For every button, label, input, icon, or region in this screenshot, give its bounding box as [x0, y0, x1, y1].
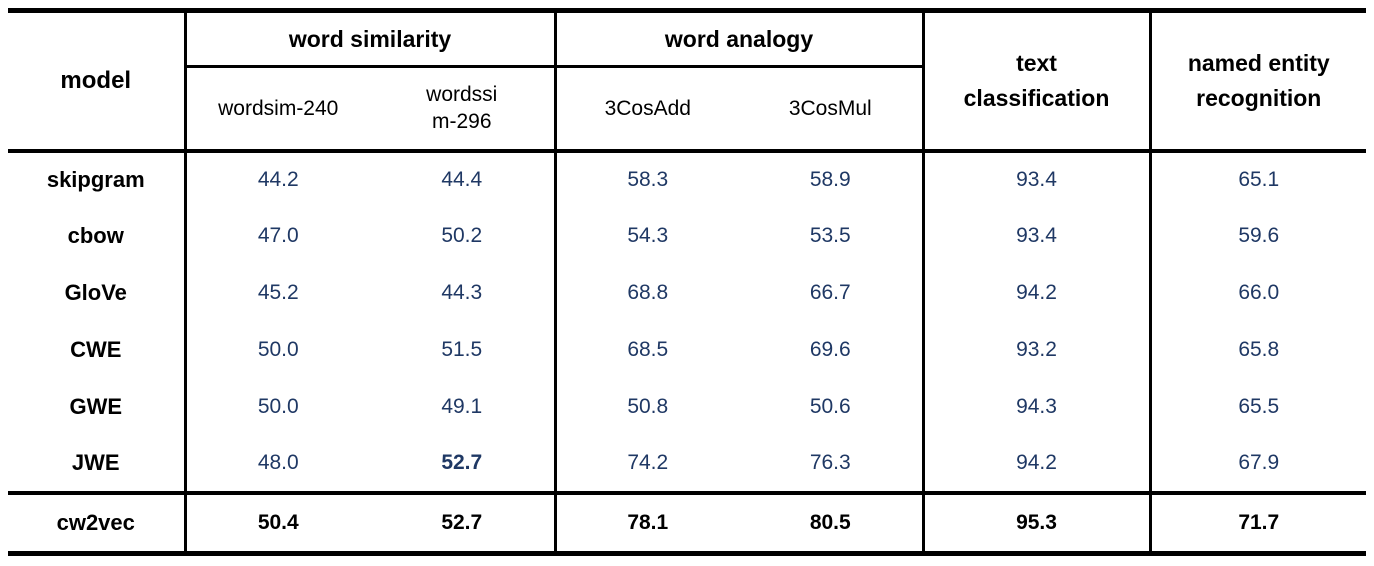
value-cell: 65.5 [1238, 395, 1280, 418]
value-cell: 52.7 [370, 490, 557, 554]
table-row-gwe: GWE 50.0 49.1 50.8 50.6 94.3 65.5 [8, 378, 1366, 436]
value-cell: 50.6 [739, 378, 925, 436]
value-cell: 44.4 [370, 150, 557, 208]
value-cell: 74.2 [627, 451, 669, 474]
value-cell: 66.0 [1238, 281, 1280, 304]
value-cell: 59.6 [1238, 224, 1280, 247]
value-cell: 65.1 [1238, 168, 1280, 191]
col-header-word-analogy: word analogy [555, 10, 925, 68]
table-row-skipgram: skipgram 44.2 44.4 58.3 58.9 93.4 65.1 [8, 150, 1366, 208]
sub-header-wordsim-240: wordsim-240 [185, 66, 370, 153]
value-cell: 71.7 [1150, 490, 1367, 554]
row-label: JWE [8, 435, 187, 493]
value-cell: 76.3 [739, 435, 925, 493]
value-cell: 67.9 [1238, 451, 1280, 474]
value-cell: 58.9 [739, 150, 925, 208]
table-row-jwe: JWE 48.0 52.7 74.2 76.3 94.2 67.9 [8, 435, 1366, 493]
value-cell: 93.2 [923, 321, 1152, 379]
table-row-cwe: CWE 50.0 51.5 68.5 69.6 93.2 65.8 [8, 321, 1366, 379]
value-cell-bold: 52.7 [370, 435, 557, 493]
value-cell: 50.2 [370, 207, 557, 265]
value-cell: 45.2 [257, 281, 299, 304]
sub-header-3cosmul: 3CosMul [739, 66, 925, 153]
col-header-text-classification: text classification [923, 10, 1152, 153]
row-label: skipgram [8, 150, 187, 208]
value-cell: 93.4 [923, 207, 1152, 265]
table-row-glove: GloVe 45.2 44.3 68.8 66.7 94.2 66.0 [8, 264, 1366, 322]
results-table: model word similarity word analogy text … [8, 8, 1367, 556]
value-cell: 44.3 [370, 264, 557, 322]
value-cell: 66.7 [739, 264, 925, 322]
value-cell: 53.5 [739, 207, 925, 265]
value-cell: 65.8 [1238, 338, 1280, 361]
row-label: CWE [8, 321, 187, 379]
value-cell: 69.6 [739, 321, 925, 379]
col-header-word-similarity: word similarity [185, 10, 557, 68]
value-cell: 80.5 [739, 490, 925, 554]
value-cell: 68.8 [627, 281, 669, 304]
value-cell: 94.3 [923, 378, 1152, 436]
col-header-model: model [8, 10, 187, 153]
value-cell: 51.5 [370, 321, 557, 379]
table-row-cbow: cbow 47.0 50.2 54.3 53.5 93.4 59.6 [8, 207, 1366, 265]
row-label: GloVe [8, 264, 187, 322]
value-cell: 50.4 [185, 490, 370, 554]
value-cell: 58.3 [627, 168, 669, 191]
table-row-cw2vec: cw2vec 50.4 52.7 78.1 80.5 95.3 71.7 [8, 490, 1367, 554]
value-cell: 54.3 [627, 224, 669, 247]
value-cell: 50.0 [257, 395, 299, 418]
header-row-sub: wordsim-240 wordssi m-296 3CosAdd 3CosMu… [8, 66, 1366, 153]
row-label: cbow [8, 207, 187, 265]
row-label: cw2vec [8, 490, 187, 554]
col-header-named-entity-recognition: named entity recognition [1150, 10, 1367, 153]
sub-header-3cosadd: 3CosAdd [555, 66, 740, 153]
value-cell: 93.4 [923, 150, 1152, 208]
value-cell: 44.2 [257, 168, 299, 191]
value-cell: 50.0 [257, 338, 299, 361]
value-cell: 47.0 [257, 224, 299, 247]
sub-header-wordssim-296: wordssi m-296 [370, 66, 557, 153]
header-row-groups: model word similarity word analogy text … [8, 10, 1367, 153]
value-cell: 95.3 [923, 490, 1152, 554]
value-cell: 48.0 [257, 451, 299, 474]
value-cell: 50.8 [627, 395, 669, 418]
value-cell: 94.2 [923, 264, 1152, 322]
row-label: GWE [8, 378, 187, 436]
value-cell: 49.1 [370, 378, 557, 436]
value-cell: 78.1 [555, 490, 740, 554]
value-cell: 68.5 [627, 338, 669, 361]
value-cell: 94.2 [923, 435, 1152, 493]
